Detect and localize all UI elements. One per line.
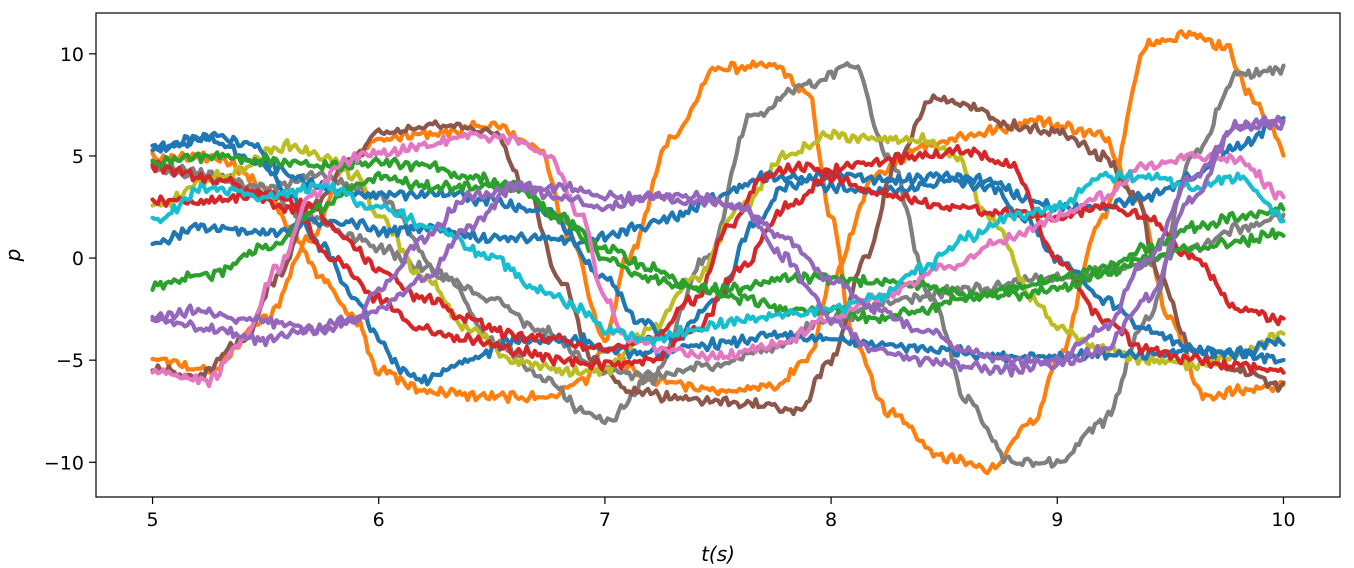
x-tick-label: 9	[1051, 509, 1063, 531]
x-tick-label: 10	[1271, 509, 1295, 531]
series-line	[150, 144, 1286, 375]
x-axis: 5 6 7 8 9 10	[146, 497, 1296, 531]
x-axis-label: t(s)	[701, 542, 735, 566]
y-axis: −10 −5 0 5 10	[44, 44, 96, 474]
series-line	[150, 130, 1286, 389]
plot-frame	[95, 12, 1341, 498]
y-axis-label: p	[1, 249, 25, 263]
y-tick-label: −5	[56, 350, 84, 372]
x-tick-label: 5	[146, 509, 158, 531]
series-line	[150, 118, 1286, 378]
x-tick-label: 8	[825, 509, 837, 531]
series-line	[150, 114, 1286, 405]
x-tick-label: 7	[599, 509, 611, 531]
y-tick-label: 0	[72, 248, 84, 270]
y-tick-label: 5	[72, 146, 84, 168]
y-tick-label: 10	[60, 44, 84, 66]
series-line	[150, 150, 1286, 325]
y-tick-label: −10	[44, 452, 84, 474]
series-line	[150, 61, 1286, 469]
series-line	[150, 169, 1286, 346]
x-tick-label: 6	[373, 509, 385, 531]
series-layer	[150, 29, 1286, 476]
